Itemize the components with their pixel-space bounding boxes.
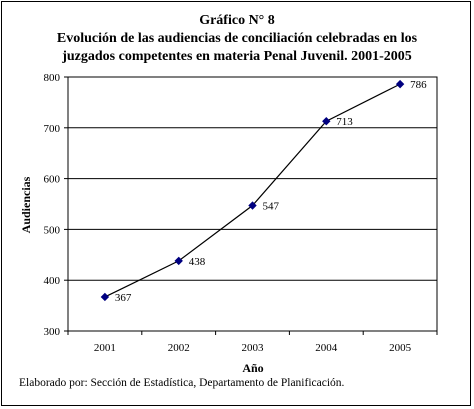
data-point (100, 292, 110, 302)
plot-area (67, 76, 438, 332)
data-label: 547 (263, 201, 280, 213)
y-tick-label: 300 (44, 326, 61, 338)
data-label: 713 (336, 116, 353, 128)
data-point (174, 256, 183, 266)
footnote: Elaborado por: Sección de Estadística, D… (19, 377, 345, 389)
data-point (322, 116, 331, 126)
y-axis-ticks: 300 400 500 600 700 800 (44, 72, 68, 338)
y-tick-label: 500 (44, 224, 61, 236)
y-tick-label: 600 (44, 174, 61, 186)
data-label: 367 (115, 292, 132, 304)
x-tick-label: 2002 (168, 342, 190, 354)
data-point (395, 79, 405, 89)
x-tick-label: 2004 (315, 342, 338, 354)
y-axis-label: Audiencias (19, 176, 33, 233)
y-tick-label: 400 (44, 275, 61, 287)
data-label: 786 (410, 79, 427, 91)
x-tick-label: 2001 (94, 342, 116, 354)
chart-subtitle-line-2: juzgados competentes en materia Penal Ju… (62, 49, 412, 64)
data-point (248, 201, 257, 210)
series-line (104, 83, 401, 298)
y-tick-label: 800 (44, 72, 61, 84)
x-tick-label: 2005 (389, 342, 412, 354)
chart-subtitle-line-1: Evolución de las audiencias de conciliac… (56, 31, 418, 46)
data-labels: 367 438 547 713 786 (115, 79, 427, 304)
y-tick-label: 700 (44, 123, 61, 135)
x-axis-ticks: 2001 2002 2003 2004 2005 (67, 331, 438, 354)
x-tick-label: 2003 (242, 342, 265, 354)
data-markers (100, 79, 405, 302)
chart-title: Gráfico N° 8 (199, 13, 275, 28)
data-label: 438 (189, 256, 206, 268)
x-axis-label: Año (242, 361, 263, 375)
